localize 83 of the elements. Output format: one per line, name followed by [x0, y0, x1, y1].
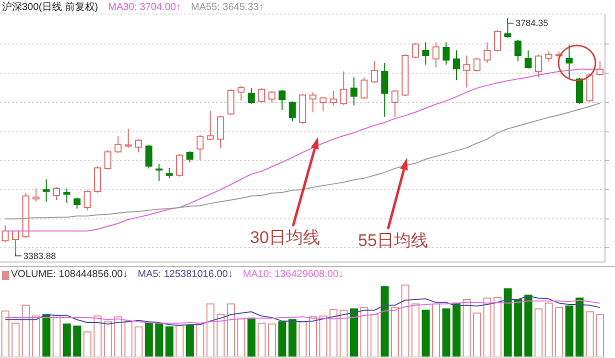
candlestick [381, 62, 388, 118]
candlestick [84, 190, 91, 211]
bar [73, 326, 82, 357]
bar [350, 308, 358, 357]
chart-title: 沪深300(日线 前复权) [2, 2, 98, 14]
text: MA30: 3704.00↑ [108, 2, 181, 14]
candlestick [258, 88, 266, 104]
candlestick [391, 89, 398, 118]
candlestick [545, 50, 552, 62]
candlestick [124, 128, 132, 148]
bar [155, 322, 164, 357]
candlestick [217, 115, 224, 148]
candlestick [248, 88, 255, 104]
candlestick [412, 42, 419, 59]
bar [144, 322, 153, 357]
candlestick [74, 197, 81, 210]
legend-label: VOLUME: 108444856.00↓ [10, 269, 128, 281]
candlestick [206, 110, 214, 141]
candlestick [494, 30, 501, 52]
candlestick [94, 166, 102, 194]
candlestick [238, 85, 245, 102]
candlestick [452, 50, 460, 81]
bar [380, 286, 389, 357]
candlestick [12, 230, 20, 254]
candlestick [186, 150, 194, 163]
bar [504, 288, 512, 357]
candlestick [514, 40, 522, 62]
candlestick [176, 154, 184, 177]
candlestick [309, 92, 316, 113]
bar [247, 318, 256, 357]
candlestick [566, 44, 573, 80]
candlestick [156, 163, 163, 182]
annotation: 3383.88 [23, 250, 56, 261]
bar [565, 305, 574, 357]
candlestick [330, 90, 337, 106]
text: MA5: 125381016.00↓ [138, 269, 233, 281]
bar [186, 324, 194, 357]
candlestick [463, 54, 470, 88]
candlestick [278, 89, 286, 110]
bar [165, 326, 174, 357]
candlestick [534, 54, 542, 78]
candlestick [596, 60, 604, 76]
candlestick [42, 178, 50, 202]
candlestick [104, 150, 112, 170]
text: MA55: 3645.33↑ [190, 2, 264, 14]
candlestick [53, 186, 60, 200]
annotation: 30日均线 [250, 227, 320, 249]
bar [514, 299, 522, 357]
candlestick [135, 138, 142, 153]
candlestick [63, 188, 70, 204]
bar [524, 294, 532, 357]
candlestick [370, 60, 378, 84]
bar [288, 319, 296, 357]
bar [278, 321, 286, 357]
bar [62, 323, 71, 357]
bar [452, 302, 461, 357]
bar [442, 308, 450, 357]
candlestick [320, 96, 327, 112]
candlestick [350, 76, 358, 106]
candlestick [340, 71, 348, 106]
candlestick [473, 57, 480, 72]
annotation: 55日均线 [358, 230, 428, 252]
candlestick [576, 77, 583, 104]
candlestick [442, 42, 450, 66]
candlestick [227, 88, 234, 116]
bar [422, 310, 430, 357]
candlestick [166, 167, 173, 179]
candlestick [32, 188, 40, 202]
candlestick [114, 135, 122, 154]
candlestick [432, 42, 440, 68]
candlestick [524, 50, 532, 70]
annotation: 3784.35 [516, 18, 548, 28]
bar [576, 298, 584, 357]
candlestick [196, 134, 204, 161]
candlestick [422, 42, 430, 66]
candlestick [145, 144, 152, 169]
candlestick [288, 100, 296, 122]
candlestick [268, 90, 276, 104]
bar [42, 314, 50, 357]
candlestick [360, 76, 368, 100]
text: MA10: 136429608.00↓ [242, 269, 344, 281]
candlestick [504, 22, 512, 38]
candlestick [484, 42, 491, 64]
